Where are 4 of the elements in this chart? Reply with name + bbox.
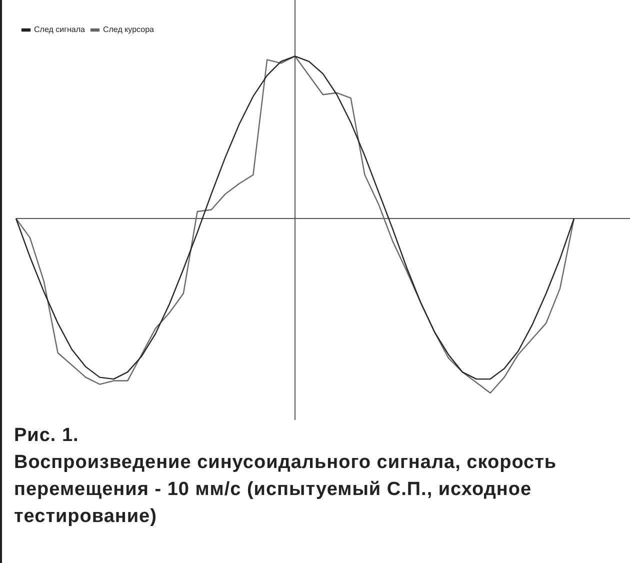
- legend-label: След курсора: [102, 25, 155, 34]
- text: Воспроизведение синусоидального сигнала, скорость перемещения - 10 мм/с (испытуемый С.П., исходное тестирование): [14, 451, 558, 529]
- legend-label: След сигнала: [34, 25, 86, 34]
- text: Рис. 1.: [14, 424, 80, 448]
